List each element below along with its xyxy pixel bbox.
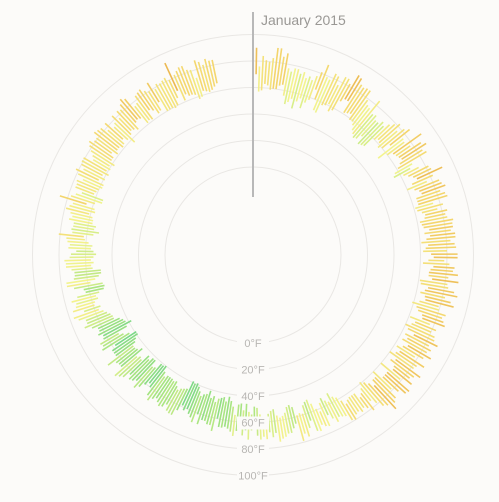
day-bar [364, 383, 384, 406]
day-bar [72, 232, 93, 235]
day-bar [259, 66, 260, 91]
day-bar [159, 84, 172, 108]
radial-tick-labels: 0°F 20°F 40°F 60°F 80°F 100°F [237, 337, 269, 483]
radial-tick-label: 80°F [241, 444, 265, 456]
day-bar [345, 75, 359, 99]
day-bar [399, 143, 421, 158]
radial-tick-label: 60°F [241, 418, 265, 430]
month-label: January 2015 [261, 12, 346, 28]
day-bar [67, 241, 88, 243]
day-bar [125, 99, 141, 118]
day-bar [426, 247, 456, 248]
day-bar [327, 393, 339, 416]
day-bar [74, 270, 100, 273]
day-bar [105, 123, 123, 139]
day-bar [429, 272, 458, 275]
day-bar [299, 413, 305, 433]
day-bar [423, 251, 447, 252]
radial-tick-label: 40°F [241, 391, 265, 403]
day-bar [265, 60, 267, 84]
day-bar [233, 415, 235, 436]
day-bar [431, 270, 453, 272]
day-bar [66, 265, 91, 267]
day-bar [364, 126, 384, 146]
day-bar [425, 296, 451, 302]
day-bar [66, 279, 95, 283]
day-bar [428, 244, 454, 245]
day-bar [430, 233, 455, 236]
day-bar [316, 409, 323, 425]
day-bar [396, 352, 417, 366]
day-bar [72, 268, 93, 270]
day-bar [426, 237, 455, 240]
day-bar [66, 263, 94, 264]
radial-tick-label: 100°F [238, 471, 268, 483]
day-bar [402, 339, 426, 353]
day-bar [286, 407, 292, 433]
day-bar [400, 150, 423, 164]
radial-tick-label: 20°F [241, 365, 265, 377]
day-bar [59, 234, 84, 237]
day-bar [64, 260, 90, 261]
day-bar [66, 238, 84, 240]
day-bar [70, 245, 92, 246]
day-bars [59, 48, 459, 442]
day-bar [268, 62, 270, 86]
day-bar [73, 203, 95, 209]
day-bar [120, 105, 136, 123]
day-bar [196, 78, 202, 97]
day-bar [424, 230, 450, 233]
day-bar [66, 208, 89, 214]
radial-tick-label: 0°F [244, 338, 262, 350]
day-bar [68, 248, 91, 249]
day-bar [76, 298, 98, 304]
day-bar [390, 130, 410, 146]
day-bar [425, 290, 457, 297]
day-bar [360, 397, 368, 408]
day-bar [316, 72, 323, 89]
day-bar [320, 411, 326, 426]
day-bar [423, 263, 449, 264]
day-bar [182, 381, 193, 405]
day-bar [433, 267, 454, 268]
